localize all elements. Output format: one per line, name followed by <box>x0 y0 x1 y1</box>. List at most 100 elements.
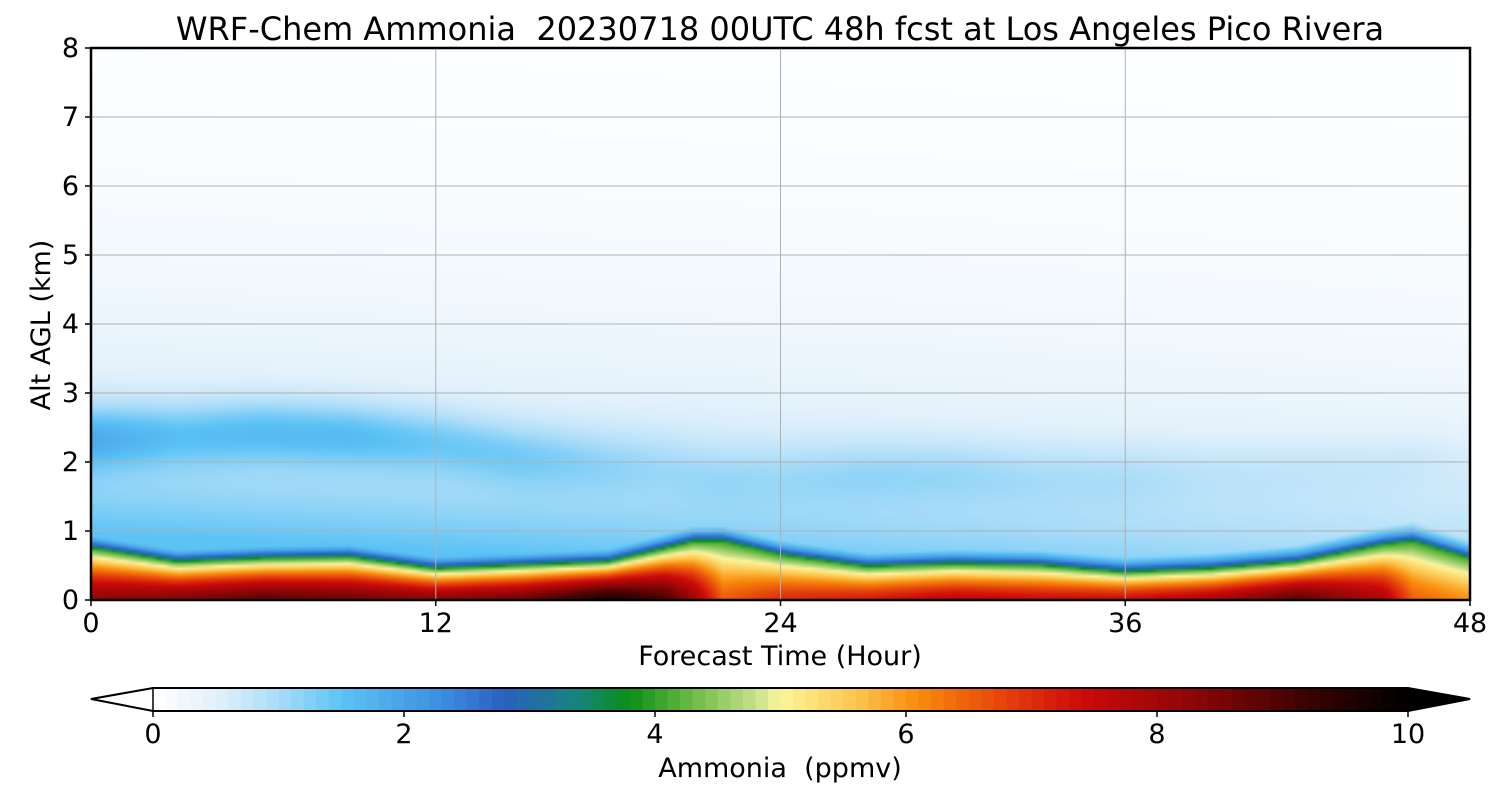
colorbar-cell <box>203 688 217 711</box>
colorbar-cell <box>742 688 756 711</box>
colorbar-cell <box>228 688 242 711</box>
colorbar-cell <box>893 688 907 711</box>
colorbar-extend-high <box>1407 687 1471 712</box>
colorbar-cell <box>1332 688 1346 711</box>
colorbar-cell <box>416 688 430 711</box>
colorbar-cell <box>1194 688 1208 711</box>
colorbar-tick-label: 0 <box>144 719 161 750</box>
colorbar-cell <box>956 688 970 711</box>
colorbar-cell <box>165 688 179 711</box>
colorbar-cell <box>1207 688 1221 711</box>
colorbar-cell <box>667 688 681 711</box>
colorbar-cell <box>1357 688 1371 711</box>
chart-title: WRF-Chem Ammonia 20230718 00UTC 48h fcst… <box>176 10 1384 48</box>
colorbar-cell <box>993 688 1007 711</box>
colorbar-tick-label: 10 <box>1391 719 1425 750</box>
colorbar-cell <box>516 688 531 711</box>
colorbar-cell <box>1044 688 1058 711</box>
colorbar-cell <box>341 688 355 711</box>
y-axis-ticks: 0 1 2 3 4 5 6 7 8 <box>62 33 91 616</box>
colorbar-cell <box>404 688 418 711</box>
colorbar-cell <box>730 688 744 711</box>
colorbar-cell <box>429 688 443 711</box>
x-axis-ticks: 0 12 24 36 48 <box>82 600 1487 639</box>
y-axis-label: Alt AGL (km) <box>26 240 57 411</box>
x-tick-label: 0 <box>82 608 99 639</box>
colorbar-cell <box>1282 688 1296 711</box>
colorbar-cell <box>1395 688 1409 711</box>
colorbar-cell <box>1257 688 1271 711</box>
colorbar-cell <box>466 688 480 711</box>
colorbar-tick-label: 8 <box>1148 719 1165 750</box>
colorbar-cell <box>592 688 606 711</box>
colorbar-cell <box>868 688 882 711</box>
colorbar-cell <box>303 688 317 711</box>
colorbar-cell <box>1320 688 1334 711</box>
colorbar-cell <box>253 688 267 711</box>
y-tick-label: 7 <box>62 102 79 133</box>
colorbar-cell <box>1232 688 1246 711</box>
colorbar-label: Ammonia (ppmv) <box>658 753 902 784</box>
colorbar-extend-low <box>90 687 154 712</box>
colorbar-cell <box>479 688 493 711</box>
colorbar-cell <box>1382 688 1397 711</box>
colorbar-cell <box>454 688 468 711</box>
colorbar-cell <box>1144 688 1158 711</box>
colorbar-cell <box>830 688 844 711</box>
colorbar-cell <box>843 688 857 711</box>
colorbar-tick-label: 6 <box>897 719 914 750</box>
colorbar-cell <box>316 688 330 711</box>
colorbar-cell <box>353 688 367 711</box>
colorbar-cell <box>378 688 393 711</box>
colorbar-cell <box>805 688 819 711</box>
colorbar-cell <box>818 688 832 711</box>
colorbar-cell <box>1169 688 1183 711</box>
y-tick-label: 4 <box>62 309 79 340</box>
colorbar-cell <box>617 688 631 711</box>
colorbar-cell <box>366 688 380 711</box>
colorbar-cell <box>604 688 618 711</box>
colorbar-tick-label: 4 <box>646 719 663 750</box>
colorbar-cell <box>265 688 280 711</box>
grid-lines <box>91 48 1470 600</box>
colorbar: 0 2 4 6 8 10 Ammonia (ppmv) <box>90 687 1471 784</box>
colorbar-cell <box>579 688 593 711</box>
colorbar-cell <box>1031 688 1045 711</box>
x-axis-label: Forecast Time (Hour) <box>638 641 922 672</box>
colorbar-cell <box>504 688 518 711</box>
colorbar-cell <box>855 688 869 711</box>
x-tick-label: 36 <box>1108 608 1142 639</box>
colorbar-cell <box>642 688 656 711</box>
colorbar-cell <box>215 688 229 711</box>
colorbar-cell <box>1056 688 1070 711</box>
colorbar-cell <box>655 688 669 711</box>
colorbar-cell <box>1345 688 1359 711</box>
colorbar-cell <box>1244 688 1258 711</box>
x-tick-label: 48 <box>1453 608 1487 639</box>
y-tick-label: 6 <box>62 171 79 202</box>
colorbar-cell <box>153 688 167 711</box>
colorbar-cell <box>780 688 794 711</box>
colorbar-cell <box>1119 688 1133 711</box>
colorbar-cell <box>680 688 694 711</box>
colorbar-cell <box>178 688 192 711</box>
colorbar-cell <box>1370 688 1384 711</box>
colorbar-tick-label: 2 <box>395 719 412 750</box>
colorbar-cell <box>1006 688 1020 711</box>
colorbar-cell <box>943 688 957 711</box>
colorbar-cell <box>906 688 920 711</box>
colorbar-cell <box>542 688 556 711</box>
colorbar-cell <box>240 688 254 711</box>
colorbar-cell <box>1081 688 1095 711</box>
y-tick-label: 1 <box>62 516 79 547</box>
colorbar-cell <box>1269 688 1284 711</box>
colorbar-cell <box>717 688 731 711</box>
colorbar-cell <box>918 688 932 711</box>
colorbar-cell <box>1069 688 1083 711</box>
x-tick-label: 12 <box>419 608 453 639</box>
colorbar-cell <box>278 688 292 711</box>
y-tick-label: 5 <box>62 240 79 271</box>
y-tick-label: 8 <box>62 33 79 64</box>
